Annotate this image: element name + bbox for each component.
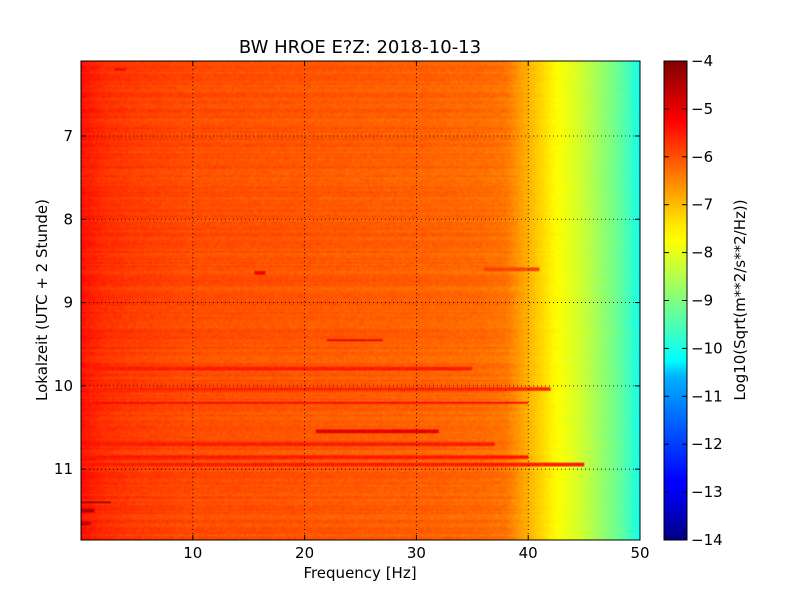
colorbar-tick-label: −8 <box>691 244 713 262</box>
colorbar-label: Log10(Sqrt(m**2/s**2/Hz)) <box>731 199 749 400</box>
y-tick-label: 11 <box>54 460 73 478</box>
plot-frame <box>80 60 641 541</box>
x-tick-label: 30 <box>407 544 426 562</box>
x-axis-label: Frequency [Hz] <box>303 564 416 582</box>
plot-area: 10 20 30 40 50 7 8 9 10 11 <box>54 60 650 562</box>
colorbar-tick-label: −9 <box>691 292 713 310</box>
colorbar-tick-label: −4 <box>691 52 713 70</box>
colorbar-tick-label: −6 <box>691 148 713 166</box>
spectrogram-heatmap <box>81 61 640 540</box>
y-axis-ticks: 7 8 9 10 11 <box>54 127 640 478</box>
colorbar-gradient <box>664 61 687 540</box>
y-tick-label: 9 <box>63 294 73 312</box>
y-axis-label: Lokalzeit (UTC + 2 Stunde) <box>33 199 51 401</box>
x-tick-label: 50 <box>630 544 649 562</box>
colorbar-tick-label: −14 <box>691 531 723 549</box>
chart-title: BW HROE E?Z: 2018-10-13 <box>239 37 481 58</box>
y-tick-label: 10 <box>54 377 73 395</box>
colorbar-tick-label: −13 <box>691 483 723 501</box>
colorbar-tick-label: −7 <box>691 196 713 214</box>
x-tick-label: 10 <box>183 544 202 562</box>
colorbar-tick-label: −10 <box>691 339 723 357</box>
colorbar-tick-label: −11 <box>691 387 723 405</box>
x-axis-ticks: 10 20 30 40 50 <box>183 61 650 562</box>
x-tick-label: 40 <box>519 544 538 562</box>
colorbar: −4 −5 −6 −7 −8 −9 −10 −11 −12 −13 −14 Log10(Sqrt(m… <box>663 52 749 549</box>
y-tick-label: 8 <box>63 210 73 228</box>
x-tick-label: 20 <box>295 544 314 562</box>
colorbar-tick-label: −12 <box>691 435 723 453</box>
colorbar-ticks: −4 −5 −6 −7 −8 −9 −10 −11 −12 −13 −14 <box>664 52 723 549</box>
colorbar-tick-label: −5 <box>691 100 713 118</box>
y-tick-label: 7 <box>63 127 73 145</box>
